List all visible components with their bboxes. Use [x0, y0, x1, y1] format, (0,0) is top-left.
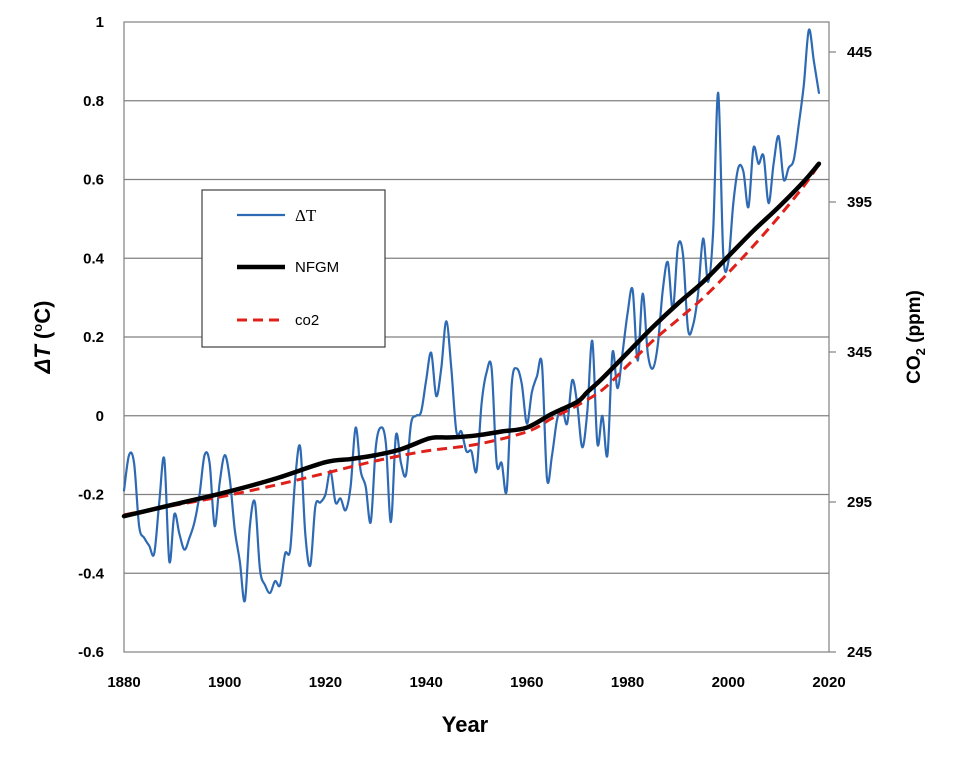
legend-label-dT: ΔT — [295, 206, 317, 225]
legend-label-co2: co2 — [295, 312, 319, 329]
y-axis-right-ticks: 445 395 345 295 245 — [829, 44, 872, 661]
y2-tick-label: 245 — [847, 644, 872, 661]
legend: ΔT NFGM co2 — [201, 189, 386, 348]
y-axis-right-title-sub: 2 — [913, 348, 928, 355]
y-axis-left-title-deg: o — [30, 324, 45, 332]
x-tick-label: 1900 — [208, 674, 241, 691]
gridlines — [124, 100, 829, 574]
y-axis-left-title-symbol: ΔT — [30, 344, 55, 375]
y-tick-label: 0.2 — [83, 329, 104, 346]
x-tick-label: 2000 — [712, 674, 745, 691]
y2-tick-label: 295 — [847, 494, 872, 511]
y-tick-label: 0.8 — [83, 93, 104, 110]
y-axis-left-title: ΔT (oC) — [30, 301, 55, 375]
y-axis-left-title-c: C — [30, 308, 55, 324]
y-tick-label: 0.6 — [83, 172, 104, 189]
y-axis-left-title-close: ) — [30, 301, 55, 308]
y-tick-label: -0.6 — [78, 644, 104, 661]
series-line-co2 — [123, 163, 821, 517]
y-tick-label: 0.4 — [83, 250, 105, 267]
series-line-dT — [122, 28, 821, 603]
x-axis-ticks: 1880 1900 1920 1940 1960 1980 2000 2020 — [107, 674, 845, 691]
y-tick-label: -0.4 — [78, 565, 105, 582]
x-tick-label: 2020 — [812, 674, 845, 691]
legend-label-nfgm: NFGM — [295, 259, 339, 276]
series-layer — [121, 28, 822, 603]
y2-tick-label: 345 — [847, 344, 872, 361]
y-axis-left-ticks: 1 0.8 0.6 0.4 0.2 0 -0.2 -0.4 -0.6 — [78, 14, 105, 661]
y-axis-left-title-unit: ( — [30, 331, 55, 345]
y-axis-right-title-prefix: CO — [904, 355, 925, 384]
x-axis-title: Year — [442, 712, 489, 737]
x-tick-label: 1980 — [611, 674, 644, 691]
y-axis-right-title: CO2 (ppm) — [904, 290, 928, 384]
y2-tick-label: 445 — [847, 44, 872, 61]
x-tick-label: 1940 — [409, 674, 442, 691]
x-tick-label: 1880 — [107, 674, 140, 691]
series-line-nfgm — [121, 161, 822, 519]
y-axis-right-title-suffix: (ppm) — [904, 290, 925, 348]
y-tick-label: 1 — [96, 14, 104, 31]
x-tick-label: 1920 — [309, 674, 342, 691]
y2-tick-label: 395 — [847, 194, 872, 211]
y-tick-label: -0.2 — [78, 487, 104, 504]
x-tick-label: 1960 — [510, 674, 543, 691]
legend-box — [201, 189, 386, 348]
y-tick-label: 0 — [96, 408, 104, 425]
